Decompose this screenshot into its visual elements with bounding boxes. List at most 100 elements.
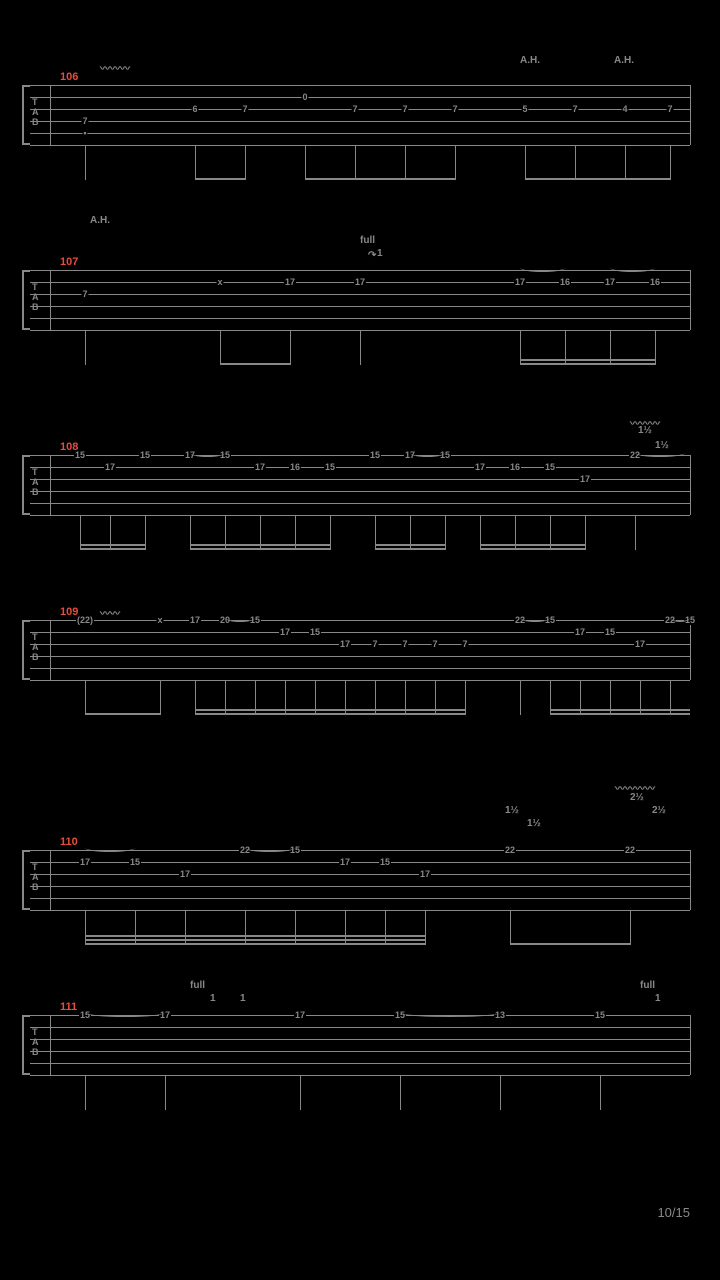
annotation-text: A.H.: [90, 215, 110, 226]
staff-line: [30, 515, 690, 516]
fret-number: 16: [509, 462, 521, 472]
barline: [50, 270, 51, 330]
staff-line: [30, 886, 690, 887]
fret-number: x: [216, 277, 223, 287]
tab-clef: TAB: [32, 467, 39, 497]
fret-number: 17: [79, 857, 91, 867]
fret-number: 7: [241, 104, 248, 114]
note-stem: [500, 1075, 501, 1110]
beam: [550, 713, 690, 715]
beam: [375, 544, 445, 546]
tie-slur: [245, 844, 295, 852]
annotation-text: 2½: [630, 792, 644, 803]
annotation-text: A.H.: [520, 55, 540, 66]
barline: [690, 85, 691, 145]
fret-number: 17: [294, 1010, 306, 1020]
fret-number: 7: [401, 104, 408, 114]
fret-number: 17: [104, 462, 116, 472]
measure-number: 111: [60, 1001, 77, 1013]
fret-number: 7: [81, 116, 88, 126]
tab-clef: TAB: [32, 862, 39, 892]
note-stem: [635, 515, 636, 550]
tie-slur: [85, 844, 135, 852]
tab-clef: TAB: [32, 1027, 39, 1057]
barline: [50, 455, 51, 515]
fret-number: 7: [451, 104, 458, 114]
fret-number: 17: [579, 474, 591, 484]
staff-line: [30, 898, 690, 899]
beam: [550, 709, 690, 711]
note-stem: [85, 1075, 86, 1110]
staff-line: [30, 1039, 690, 1040]
fret-number: 17: [339, 857, 351, 867]
barline: [50, 85, 51, 145]
staff-line: [30, 1063, 690, 1064]
beam: [85, 939, 425, 941]
tie-slur: [410, 449, 445, 457]
staff-line: [30, 109, 690, 110]
fret-number: 7: [351, 104, 358, 114]
staff-line: [30, 1051, 690, 1052]
tie-slur: [225, 614, 255, 622]
note-stem: [630, 910, 631, 945]
fret-number: 17: [474, 462, 486, 472]
tab-clef: TAB: [32, 282, 39, 312]
fret-number: 6: [191, 104, 198, 114]
staff-line: [30, 503, 690, 504]
fret-number: 15: [309, 627, 321, 637]
fret-number: 7: [431, 639, 438, 649]
measure-number: 110: [60, 836, 78, 848]
beam: [305, 178, 455, 180]
staff-line: [30, 294, 690, 295]
note-stem: [355, 145, 356, 180]
beam: [195, 713, 465, 715]
note-stem: [525, 145, 526, 180]
fret-number: (22): [76, 615, 94, 625]
staff-line: [30, 874, 690, 875]
beam: [375, 548, 445, 550]
fret-number: 15: [139, 450, 151, 460]
fret-number: x: [156, 615, 163, 625]
note-stem: [655, 330, 656, 365]
note-stem: [300, 1075, 301, 1110]
fret-number: 4: [621, 104, 628, 114]
fret-number: 15: [369, 450, 381, 460]
fret-number: 7: [571, 104, 578, 114]
tie-slur: [520, 614, 550, 622]
note-stem: [145, 515, 146, 550]
staff-bracket: [22, 1015, 30, 1075]
beam: [195, 178, 245, 180]
staff-line: [30, 145, 690, 146]
staff-bracket: [22, 85, 30, 145]
fret-number: 17: [179, 869, 191, 879]
fret-number: 17: [189, 615, 201, 625]
staff-line: [30, 632, 690, 633]
note-stem: [520, 680, 521, 715]
fret-number: 16: [289, 462, 301, 472]
staff-line: [30, 620, 690, 621]
fret-number: 16: [559, 277, 571, 287]
annotation-text: 1½: [505, 805, 519, 816]
beam: [480, 548, 585, 550]
note-stem: [85, 680, 86, 715]
beam: [80, 544, 145, 546]
fret-number: 15: [129, 857, 141, 867]
staff-line: [30, 680, 690, 681]
annotation-text: 1: [655, 993, 661, 1004]
tie-slur: [635, 449, 685, 457]
fret-number: 17: [514, 277, 526, 287]
tab-staff: [30, 1015, 690, 1075]
staff-line: [30, 668, 690, 669]
fret-number: 0: [301, 92, 308, 102]
note-stem: [405, 145, 406, 180]
staff-line: [30, 270, 690, 271]
note-stem: [585, 515, 586, 550]
fret-number: 17: [634, 639, 646, 649]
barline: [690, 620, 691, 680]
staff-line: [30, 318, 690, 319]
fret-number: 15: [74, 450, 86, 460]
staff-line: [30, 656, 690, 657]
note-stem: [165, 1075, 166, 1110]
fret-number: 15: [604, 627, 616, 637]
fret-number: 15: [594, 1010, 606, 1020]
